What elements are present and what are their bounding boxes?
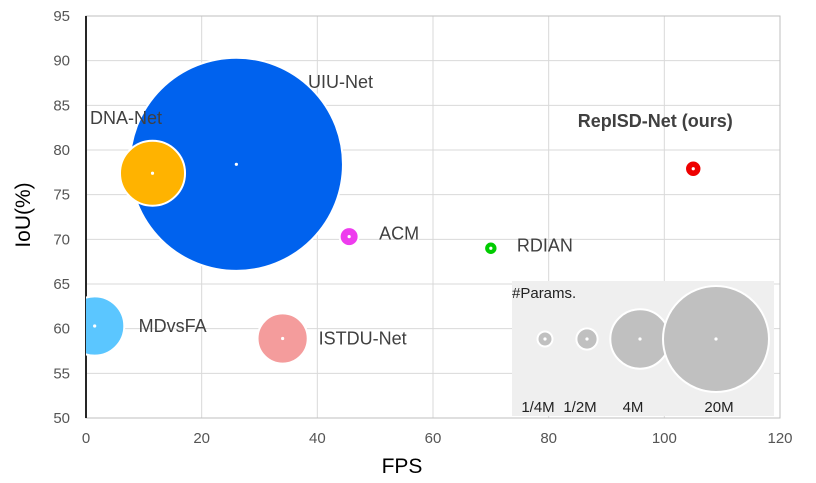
legend-size-label: 20M	[704, 399, 733, 416]
bubble-center-dot	[489, 246, 493, 250]
legend-bubble-center	[585, 337, 589, 341]
bubble-center-dot	[691, 167, 695, 171]
label-repisd-net-ours: RepISD-Net (ours)	[578, 111, 733, 131]
legend-bubble-center	[543, 337, 547, 341]
y-tick-label: 55	[53, 365, 70, 382]
bubbles	[86, 56, 703, 365]
legend-bubble-center	[714, 337, 718, 341]
legend-size-label: 1/4M	[521, 399, 554, 416]
x-tick-label: 80	[540, 430, 557, 447]
x-tick-label: 0	[82, 430, 90, 447]
x-tick-label: 60	[425, 430, 442, 447]
x-tick-label: 20	[193, 430, 210, 447]
bubble-labels: UIU-Net DNA-Net ACM RDIAN MDvsFA ISTDU-Net Rep…	[90, 72, 733, 348]
y-tick-label: 95	[53, 8, 70, 25]
tick-labels: 0 20 40 60 80 100 120 50 55 60 65 70 75 80 85 90 95	[53, 8, 792, 447]
y-tick-label: 70	[53, 231, 70, 248]
bubble-mdvsfa	[86, 295, 126, 357]
x-axis-title: FPS	[382, 455, 423, 478]
y-tick-label: 65	[53, 276, 70, 293]
y-tick-label: 85	[53, 97, 70, 114]
legend-size-label: 4M	[623, 399, 644, 416]
legend-title: #Params.	[512, 285, 576, 302]
y-tick-label: 60	[53, 321, 70, 338]
bubble-center-dot	[93, 324, 97, 328]
legend-size-label: 1/2M	[563, 399, 596, 416]
bubble-center-dot	[234, 162, 238, 166]
x-tick-label: 40	[309, 430, 326, 447]
y-tick-label: 50	[53, 410, 70, 427]
y-tick-label: 80	[53, 142, 70, 159]
x-tick-label: 120	[767, 430, 792, 447]
bubble-center-dot	[150, 171, 155, 175]
label-mdvsfa: MDvsFA	[139, 316, 207, 336]
y-tick-label: 90	[53, 53, 70, 70]
label-uiu-net: UIU-Net	[308, 72, 373, 92]
label-dna-net: DNA-Net	[90, 108, 162, 128]
label-acm: ACM	[379, 224, 419, 244]
x-tick-label: 100	[652, 430, 677, 447]
bubble-center-dot	[281, 336, 285, 341]
params-legend: #Params. 1/4M 1/2M 4M 20M	[512, 281, 774, 416]
label-rdian: RDIAN	[517, 235, 573, 255]
y-tick-label: 75	[53, 187, 70, 204]
label-istdu-net: ISTDU-Net	[319, 328, 407, 348]
legend-bubble-center	[638, 337, 642, 341]
bubble-center-dot	[347, 235, 351, 239]
y-axis-title: IoU(%)	[12, 182, 35, 247]
